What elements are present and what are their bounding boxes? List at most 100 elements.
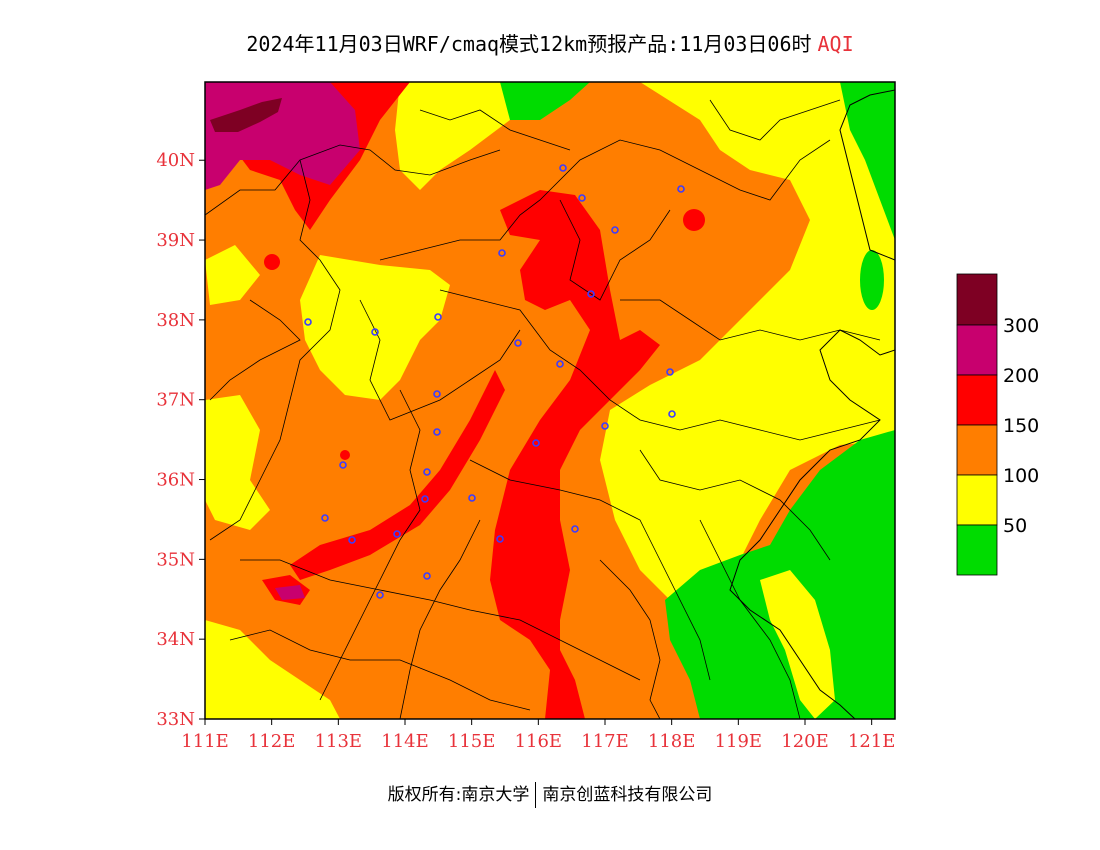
aqi-legend: 300 200 150 100 50 [956,273,1039,576]
province-boundary-16 [599,559,661,719]
aqi-zone-unhealthy-belt [490,190,660,719]
city-marker-4 [611,226,619,234]
city-marker-7 [304,318,312,326]
city-marker-9 [371,328,379,336]
province-boundaries [205,99,881,719]
footer-owner: 版权所有:南京大学 [387,785,530,805]
y-tick-label: 40N [156,150,195,171]
province-boundary-2 [209,159,341,541]
province-boundary-3 [379,139,831,261]
aqi-zone-very-unhealthy-spot [275,585,305,600]
legend-swatch-hazardous [956,273,998,326]
aqi-zone-moderate-north [395,82,520,190]
legend-label-200: 200 [1003,365,1039,387]
city-marker-16 [433,428,441,436]
map-title: 2024年11月03日WRF/cmaq模式12km预报产品:11月03日06时 A… [0,28,1100,57]
map-frame [204,81,896,720]
province-boundary-13 [559,199,671,301]
aqi-zone-good-northeast [840,82,895,240]
city-marker-25 [348,536,356,544]
y-tick-label: 39N [156,230,195,251]
x-tick-label: 119E [715,731,763,752]
city-marker-13 [433,390,441,398]
province-boundary-14 [209,299,301,401]
city-marker-27 [423,572,431,580]
aqi-zone-hazardous-northwest [210,98,282,132]
city-marker-10 [514,339,522,347]
province-boundary-18 [709,99,841,141]
province-boundary-6 [469,459,711,681]
y-tick-label: 37N [156,390,195,411]
aqi-zone-unhealthy-spot-3 [340,450,350,460]
x-tick-label: 111E [181,731,229,752]
aqi-zone-good-coast [860,250,884,310]
province-boundary-9 [359,299,521,421]
legend-label-150: 150 [1003,415,1039,437]
x-tick-label: 115E [448,731,496,752]
city-marker-28 [376,591,384,599]
title-main: 2024年11月03日WRF/cmaq模式12km预报产品:11月03日06时 [246,32,812,56]
city-marker-8 [434,313,442,321]
province-boundary-15 [399,519,481,719]
city-marker-26 [496,535,504,543]
city-markers [304,164,685,599]
province-boundary-11 [639,449,831,561]
footer-separator [535,782,537,808]
y-tick-label: 35N [156,549,195,570]
legend-swatch-good [956,524,998,576]
legend-label-100: 100 [1003,465,1039,487]
city-marker-23 [571,525,579,533]
x-tick-label: 121E [848,731,896,752]
footer-company: 南京创蓝科技有限公司 [542,785,713,805]
aqi-zone-moderate-center [300,255,450,400]
x-tick-label: 114E [381,731,429,752]
x-tick-label: 120E [781,731,829,752]
province-boundary-17 [419,109,571,151]
province-boundary-7 [240,559,641,681]
city-marker-15 [601,422,609,430]
city-marker-18 [339,461,347,469]
x-tick-label: 113E [315,731,363,752]
aqi-zone-unhealthy-spot-2 [264,254,280,270]
x-tick-label: 116E [515,731,563,752]
aqi-zone-moderate-coast [760,570,835,719]
legend-swatch-usg [956,424,998,476]
province-boundary-1 [205,144,501,216]
city-marker-12 [666,368,674,376]
aqi-zone-moderate-west [205,395,270,530]
y-tick-label: 36N [156,470,195,491]
aqi-zone-moderate-east [600,82,895,600]
y-axis: 33N 34N 35N 36N 37N 38N 39N 40N [156,150,205,730]
city-marker-24 [393,530,401,538]
city-marker-3 [578,194,586,202]
y-tick-label: 34N [156,629,195,650]
province-boundary-12 [699,519,801,719]
aqi-zone-unhealthy-spot-1 [683,209,705,231]
city-marker-1 [559,164,567,172]
city-marker-20 [421,495,429,503]
y-tick-label: 38N [156,310,195,331]
coastline [729,89,895,719]
city-marker-5 [498,249,506,257]
title-aqi: AQI [817,32,854,56]
legend-label-300: 300 [1003,315,1039,337]
aqi-field [205,82,895,719]
city-marker-21 [468,494,476,502]
city-marker-22 [321,514,329,522]
city-marker-14 [668,410,676,418]
province-boundary-5 [319,389,421,701]
aqi-zone-moderate-northwest [205,245,260,305]
x-tick-label: 118E [648,731,696,752]
legend-swatch-moderate [956,474,998,526]
city-marker-19 [423,468,431,476]
copyright-footer: 版权所有:南京大学 南京创蓝科技有限公司 [0,780,1100,808]
x-axis: 111E 112E 113E 114E 115E 116E 117E 118E 119E 120E… [181,719,895,752]
city-marker-11 [556,360,564,368]
aqi-zone-moderate-southwest [205,620,340,719]
province-boundary-10 [620,299,881,341]
legend-swatch-unhealthy [956,374,998,426]
x-tick-label: 117E [581,731,629,752]
city-marker-2 [677,185,685,193]
aqi-zone-unhealthy-diagonal [290,370,505,580]
